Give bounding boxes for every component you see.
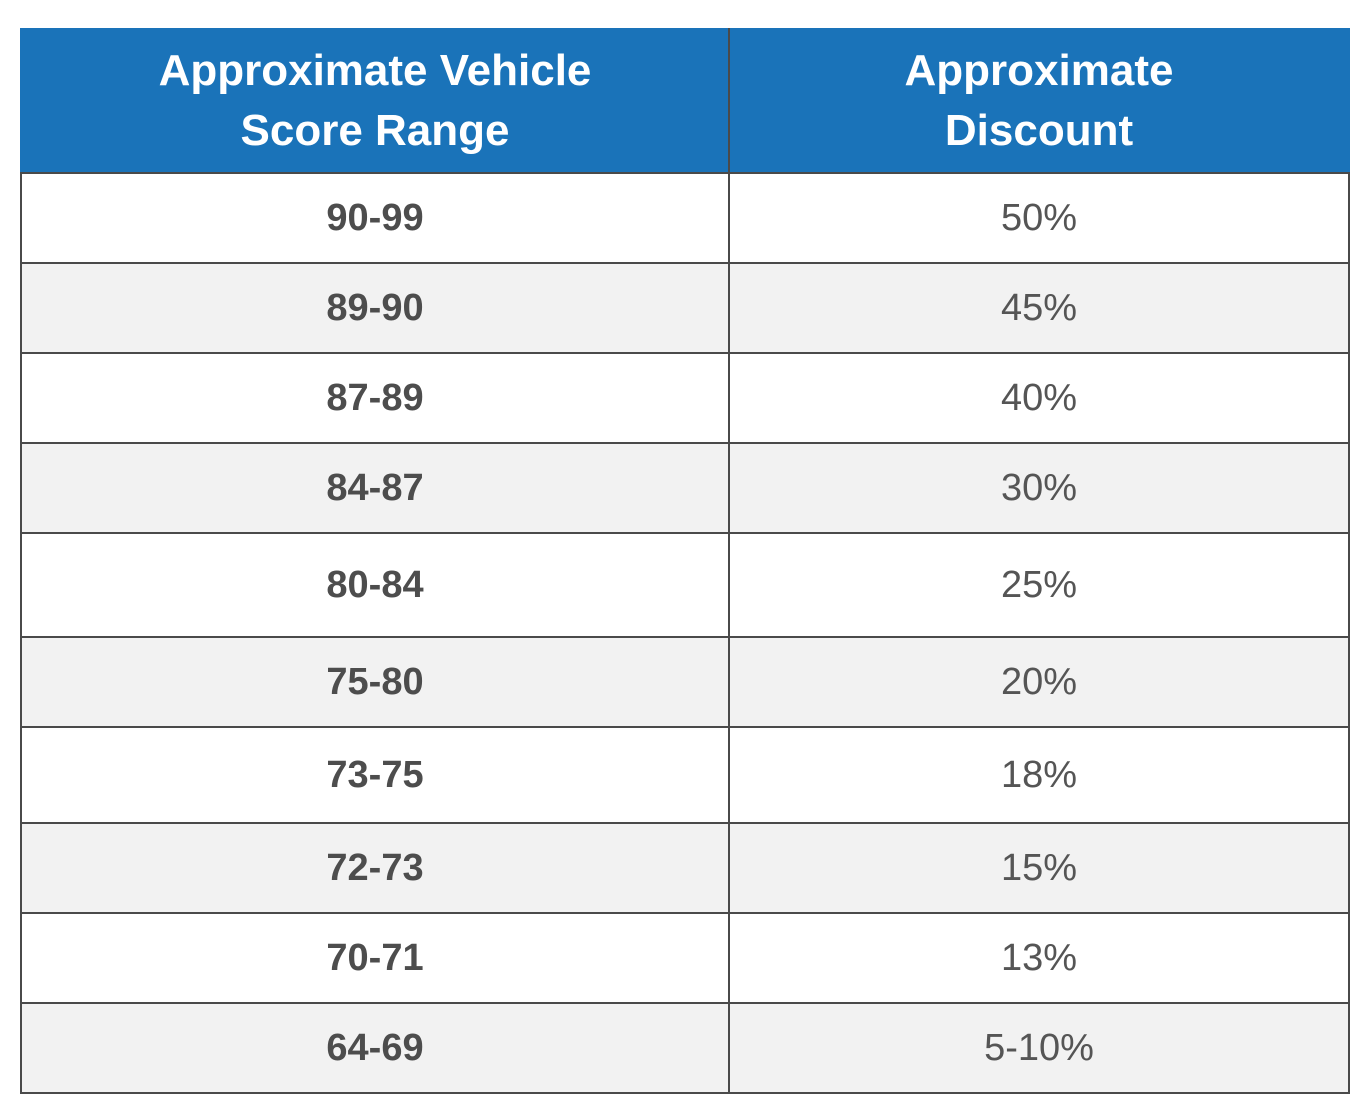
table-body: 90-99 50% 89-90 45% 87-89 40% 84-87 30% … [20, 172, 1350, 1094]
table-row: 75-80 20% [20, 636, 1350, 728]
table-row: 87-89 40% [20, 352, 1350, 444]
score-range-cell: 90-99 [20, 172, 730, 264]
table-header: Approximate Vehicle Score Range Approxim… [20, 28, 1350, 174]
score-range-cell: 72-73 [20, 822, 730, 914]
discount-cell: 5-10% [728, 1002, 1350, 1094]
discount-cell: 40% [728, 352, 1350, 444]
header-discount-line1: Approximate [904, 46, 1174, 95]
discount-cell: 15% [728, 822, 1350, 914]
discount-cell: 30% [728, 442, 1350, 534]
discount-cell: 45% [728, 262, 1350, 354]
table-row: 70-71 13% [20, 912, 1350, 1004]
score-range-cell: 80-84 [20, 532, 730, 638]
header-score-range: Approximate Vehicle Score Range [20, 28, 730, 174]
discount-cell: 18% [728, 726, 1350, 824]
score-range-cell: 89-90 [20, 262, 730, 354]
discount-cell: 13% [728, 912, 1350, 1004]
score-range-cell: 75-80 [20, 636, 730, 728]
table-row: 73-75 18% [20, 726, 1350, 824]
header-discount: Approximate Discount [728, 28, 1350, 174]
table-row: 80-84 25% [20, 532, 1350, 638]
score-range-cell: 87-89 [20, 352, 730, 444]
table-row: 90-99 50% [20, 172, 1350, 264]
table-row: 89-90 45% [20, 262, 1350, 354]
header-row: Approximate Vehicle Score Range Approxim… [20, 28, 1350, 174]
score-range-cell: 84-87 [20, 442, 730, 534]
discount-cell: 20% [728, 636, 1350, 728]
score-range-cell: 70-71 [20, 912, 730, 1004]
header-discount-line2: Discount [944, 106, 1134, 155]
header-score-range-line2: Score Range [240, 106, 510, 155]
table-row: 64-69 5-10% [20, 1002, 1350, 1094]
score-discount-table: Approximate Vehicle Score Range Approxim… [20, 28, 1350, 1094]
score-range-cell: 64-69 [20, 1002, 730, 1094]
discount-cell: 25% [728, 532, 1350, 638]
table-row: 72-73 15% [20, 822, 1350, 914]
header-score-range-line1: Approximate Vehicle [158, 46, 592, 95]
discount-cell: 50% [728, 172, 1350, 264]
score-range-cell: 73-75 [20, 726, 730, 824]
table-row: 84-87 30% [20, 442, 1350, 534]
